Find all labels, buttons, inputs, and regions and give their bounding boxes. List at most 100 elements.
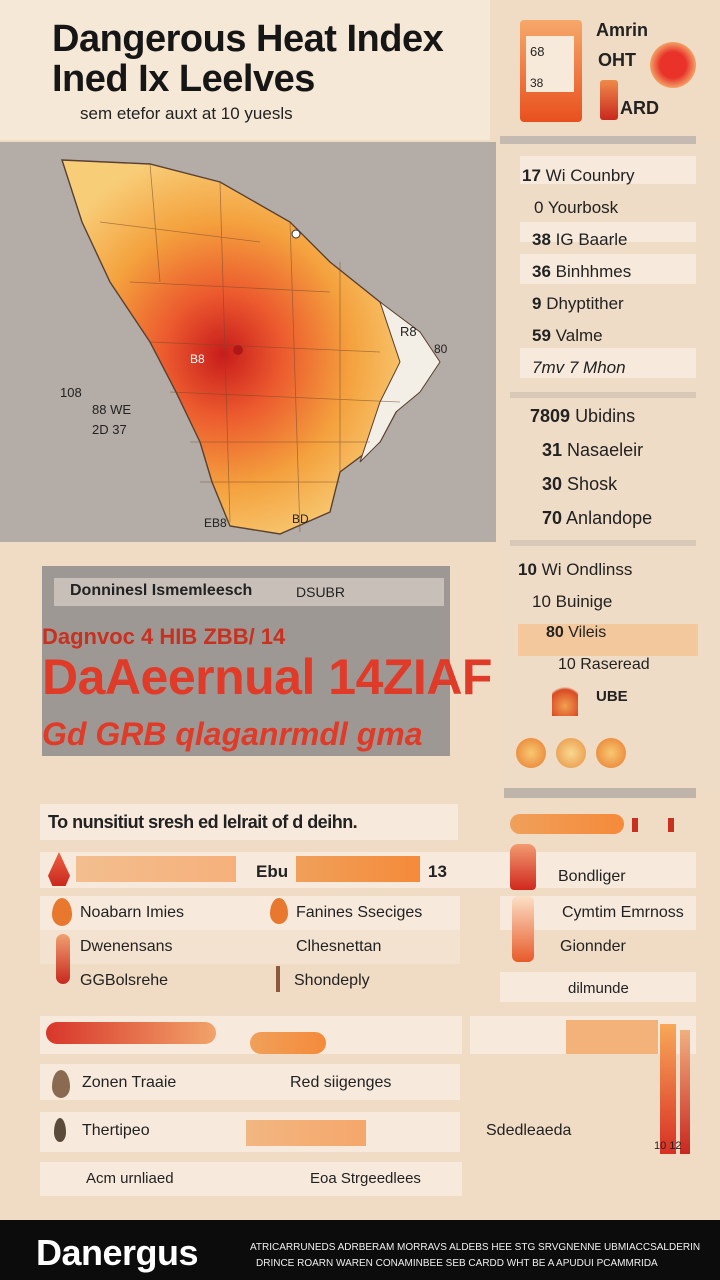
alert-heading-text: Donninesl Ismemleesch [70,582,253,599]
row-label: GGBolsrehe [80,972,169,989]
thermometer-icon [276,966,280,992]
row-label: Fanines Sseciges [296,904,423,921]
header-panel [0,0,490,140]
mid-label: Ebu [256,862,289,881]
list-item: 7mv 7 Mhon [532,358,626,377]
list-group-3: 10 Wi Ondlinss 10 Buinige 80 Vileis 10 R… [518,560,698,720]
list-item: 9 Dhyptither [532,294,624,313]
map-label: B8 [190,352,205,366]
heat-icon [516,738,546,768]
city-marker [233,345,243,355]
banner-bg [40,804,458,840]
row-label: Thertipeo [82,1122,150,1139]
footer-fine-print: DRINCE ROARN WAREN CONAMINBEE SEB CARDD … [256,1258,658,1269]
alert-heading [54,578,444,606]
list-group-2: 7809 Ubidins 31 Nasaeleir 30 Shosk 70 An… [530,406,700,542]
sun-icon [650,42,696,88]
badge-bottom-label: ARD [620,98,659,118]
alert-line: Gd GRB qlaganrmdl gma [42,716,423,752]
map-label: R8 [400,324,417,339]
droplet-icon [52,898,72,926]
row-label: Gionnder [560,938,626,955]
mid-number: 13 [428,862,447,881]
row-label: Zonen Traaie [82,1074,177,1091]
page-subtitle: sem etefor auxt at 10 yuesls [80,104,293,123]
list-item: 31 Nasaeleir [542,440,644,460]
row-label: Sdedleaeda [486,1122,572,1139]
right-column [500,142,720,792]
alert-line: Dagnvoc 4 HIB ZBB/ 14 [42,624,286,649]
flame-icon [600,80,618,120]
thermometer-icon [56,934,70,984]
footer [0,1220,720,1280]
list-item: 38 IG Baarle [532,230,628,249]
section-banner: To nunsitiut sresh ed lelrait of d deihn… [48,812,358,832]
page-title: Dangerous Heat Index [52,18,444,60]
heat-bar [246,1120,366,1146]
heat-map [61,159,441,535]
progress-bar [510,814,624,834]
map-label: 108 [60,385,82,400]
alert-heading-right: DSUBR [296,584,346,600]
list-item: UBE [596,688,628,705]
heat-bar [46,1022,216,1044]
row-label: dilmunde [568,980,629,997]
heat-bar [296,856,420,882]
heat-bar-vertical [660,1024,676,1154]
row-label: Clhesnettan [296,938,382,955]
list-row-bg [520,156,696,184]
map-label: EB8 [204,516,227,530]
heat-icon [556,738,586,768]
list-item: 17 Wi Counbry [522,166,635,185]
badge-mid-label: OHT [598,50,636,70]
list-item: 0 Yourbosk [534,198,619,217]
droplet-icon [54,1118,66,1142]
list-item: 59 Valme [532,326,603,345]
map-coast [359,300,441,463]
badge-number: 38 [530,76,544,90]
fire-icon [552,682,578,716]
row-label: Shondeply [294,972,370,989]
heat-icon [596,738,626,768]
map-county-lines [99,163,401,533]
list-row-bg [520,348,696,378]
droplet-icon [52,1070,70,1098]
fire-extinguisher-icon [512,896,534,962]
row-label: 10 12 [654,1140,682,1152]
row-label: Acm urnliaed [86,1170,174,1187]
footer-fine-print: ATRICARRUNEDS ADRBERAM MORRAVS ALDEBS HE… [250,1242,700,1253]
fire-extinguisher-icon [510,844,536,890]
map-label: 80 [434,342,448,356]
list-item: 10 Wi Ondlinss [518,560,633,579]
row-label: Bondliger [558,868,626,885]
list-item: 10 Buinige [532,592,613,611]
list-item: 30 Shosk [542,474,618,494]
list-item: 36 Binhhmes [532,262,632,281]
city-marker [291,229,301,239]
list-item: 10 Raseread [558,656,650,673]
map-label: 2D 37 [92,422,127,437]
footer-brand: Danergus [36,1232,199,1273]
thermometer-badge-window [526,36,574,92]
flag-icon [632,818,638,832]
badge-top-label: Amrin [596,20,649,40]
heat-bar [250,1032,326,1054]
list-row-bg [520,254,696,284]
heat-bar-vertical [680,1030,690,1154]
list-row-bg [520,222,696,242]
row-label: Red siigenges [290,1074,392,1091]
page-title-line2: Ined Ix Leelves [52,58,315,100]
row-label: Noabarn Imies [80,904,185,921]
map-label: BD [292,512,309,526]
list-group-1: 17 Wi Counbry 0 Yourbosk 38 IG Baarle 36… [522,166,702,390]
list-item: 7809 Ubidins [530,406,636,426]
map-label: 88 WE [92,402,132,417]
heat-bar [566,1020,658,1054]
row-label: Eoa Strgeedlees [310,1170,421,1187]
heat-bar [76,856,236,882]
badge-number: 68 [530,44,545,59]
row-label: Cymtim Emrnoss [562,904,684,921]
alert-big-text: DaAeernual 14ZIAF [42,649,492,705]
list-item: 70 Anlandope [542,508,653,528]
droplet-icon [270,898,288,924]
